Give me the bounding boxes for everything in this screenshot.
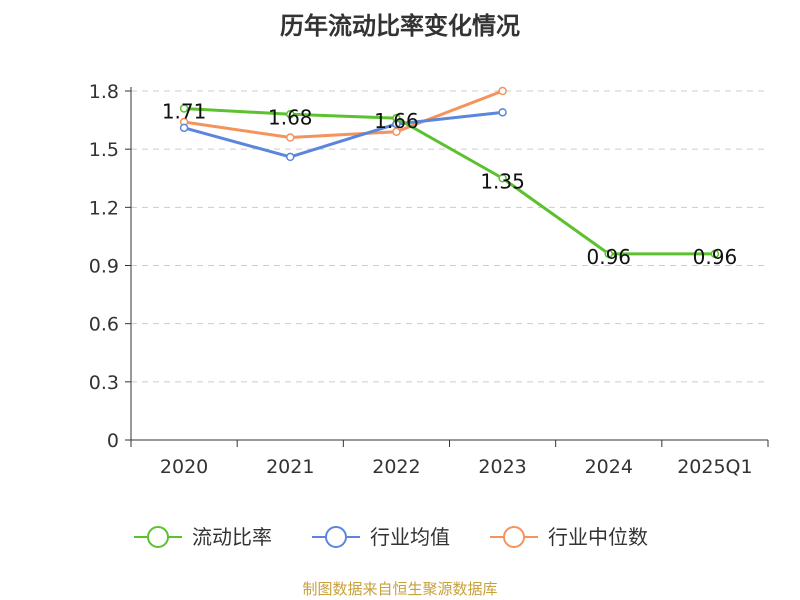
data-point[interactable] [710,249,720,259]
data-label: 1.35 [480,169,525,193]
data-point[interactable] [392,127,401,136]
data-label: 0.96 [693,245,738,269]
data-label: 1.71 [162,99,207,123]
legend-label: 行业中位数 [548,525,648,549]
series-line-流动比率 [184,106,715,256]
x-tick-label: 2023 [478,456,526,478]
y-tick-label: 0 [107,430,119,452]
data-labels: 1.71 1.68 1.66 1.35 0.96 0.96 [162,99,737,268]
y-tick-label: 1.5 [89,139,119,161]
chart-title: 历年流动比率变化情况 [280,12,520,40]
x-tick-label: 2022 [372,456,420,478]
data-source-note: 制图数据来自恒生聚源数据库 [302,580,498,598]
data-point[interactable] [286,110,295,119]
data-point[interactable] [179,104,189,113]
legend-marker [147,526,169,548]
legend-marker [325,526,347,548]
y-tick-label: 1.2 [89,197,119,219]
legend-item-行业中位数[interactable]: 行业中位数 [490,525,648,549]
y-tick-label: 0.6 [89,314,119,336]
legend: 流动比率 行业均值 行业中位数 [134,525,648,549]
y-tick-label: 1.8 [89,81,119,103]
series-line-行业中位数 [183,89,504,140]
legend-item-流动比率[interactable]: 流动比率 [134,525,272,549]
data-point[interactable] [286,152,295,162]
series-line-行业均值 [183,110,503,159]
y-tick-label: 0.9 [89,256,119,278]
x-tick-label: 2024 [585,456,633,478]
data-point[interactable] [604,249,613,259]
data-point[interactable] [392,113,401,123]
legend-label: 流动比率 [192,525,272,549]
grid-lines [131,90,768,383]
series-lines [179,86,720,259]
legend-item-行业均值[interactable]: 行业均值 [312,525,450,549]
data-label: 0.96 [586,245,631,269]
x-tick-label: 2025Q1 [677,456,752,478]
axes: 0 0.3 0.6 0.9 1.2 1.5 1.8 2020 2021 2022 2023 2024 2… [89,81,769,478]
legend-label: 行业均值 [370,525,450,549]
data-point[interactable] [498,86,507,96]
data-label: 1.68 [268,105,313,129]
data-point[interactable] [498,108,507,117]
x-tick-label: 2020 [160,456,208,478]
legend-marker [503,526,525,548]
y-tick-label: 0.3 [89,372,119,394]
data-point[interactable] [286,133,295,142]
x-tick-label: 2021 [266,456,314,478]
data-point[interactable] [498,174,507,183]
data-label: 1.66 [374,109,419,133]
data-point[interactable] [179,123,189,133]
